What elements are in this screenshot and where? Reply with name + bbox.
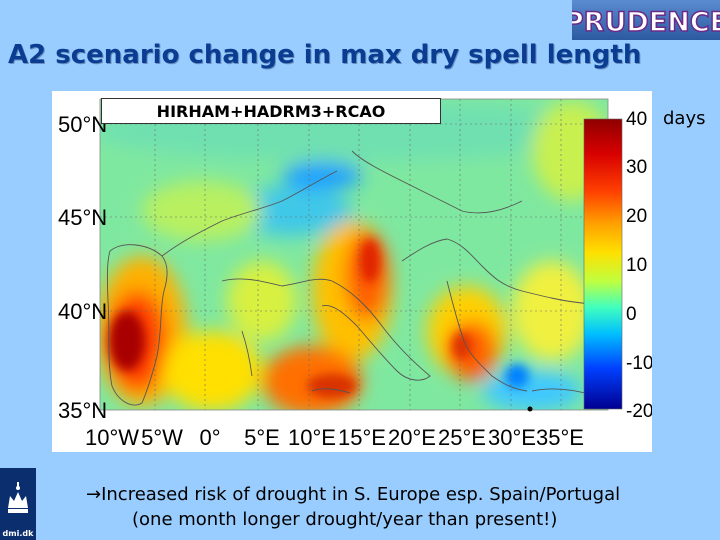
lon-label: 35°E xyxy=(536,425,584,450)
lon-label: 30°E xyxy=(488,425,536,450)
lon-label: 5°E xyxy=(244,425,280,450)
prudence-logo-text: PRUDENCE xyxy=(572,7,720,38)
colorbar-tick: 10 xyxy=(626,255,647,276)
note-line-2: (one month longer drought/year than pres… xyxy=(132,509,558,530)
lon-label: 25°E xyxy=(438,425,486,450)
dry-spell-map: 50°N 45°N 40°N 35°N 10°W 5°W 0° 5°E 10°E… xyxy=(58,98,652,450)
lat-label: 40°N xyxy=(58,299,107,324)
colorbar-tick: -10 xyxy=(626,353,652,374)
prudence-logo-art: PRUDENCE xyxy=(572,0,720,40)
lon-label: 5°W xyxy=(141,425,183,450)
lat-label: 35°N xyxy=(58,398,107,423)
colorbar xyxy=(583,118,623,410)
map-marker-dot xyxy=(527,406,533,412)
colorbar-tick: 30 xyxy=(626,157,647,178)
lon-label: 20°E xyxy=(388,425,436,450)
page-title: A2 scenario change in max dry spell leng… xyxy=(8,40,642,70)
lon-label: 0° xyxy=(199,425,220,450)
model-label: HIRHAM+HADRM3+RCAO xyxy=(101,98,441,124)
units-label: days xyxy=(663,108,706,129)
lat-label: 50°N xyxy=(58,112,107,137)
graticule xyxy=(100,99,608,410)
lat-label: 45°N xyxy=(58,205,107,230)
colorbar-tick: -20 xyxy=(626,401,652,422)
crest-text: dmi.dk xyxy=(2,529,34,538)
map-field xyxy=(100,99,608,410)
colorbar-tick: 40 xyxy=(626,109,647,130)
prudence-logo: PRUDENCE xyxy=(572,0,720,40)
colorbar-tick: 0 xyxy=(626,304,637,325)
colorbar-tick: 20 xyxy=(626,206,647,227)
note-line-1: →Increased risk of drought in S. Europe … xyxy=(86,484,621,505)
map-panel: 50°N 45°N 40°N 35°N 10°W 5°W 0° 5°E 10°E… xyxy=(52,91,652,452)
crown-icon xyxy=(8,482,28,513)
conclusion-note: →Increased risk of drought in S. Europe … xyxy=(86,482,706,532)
lon-label: 10°E xyxy=(288,425,336,450)
dmi-crest: dmi.dk xyxy=(0,468,36,540)
lon-label: 10°W xyxy=(85,425,139,450)
lon-label: 15°E xyxy=(338,425,386,450)
